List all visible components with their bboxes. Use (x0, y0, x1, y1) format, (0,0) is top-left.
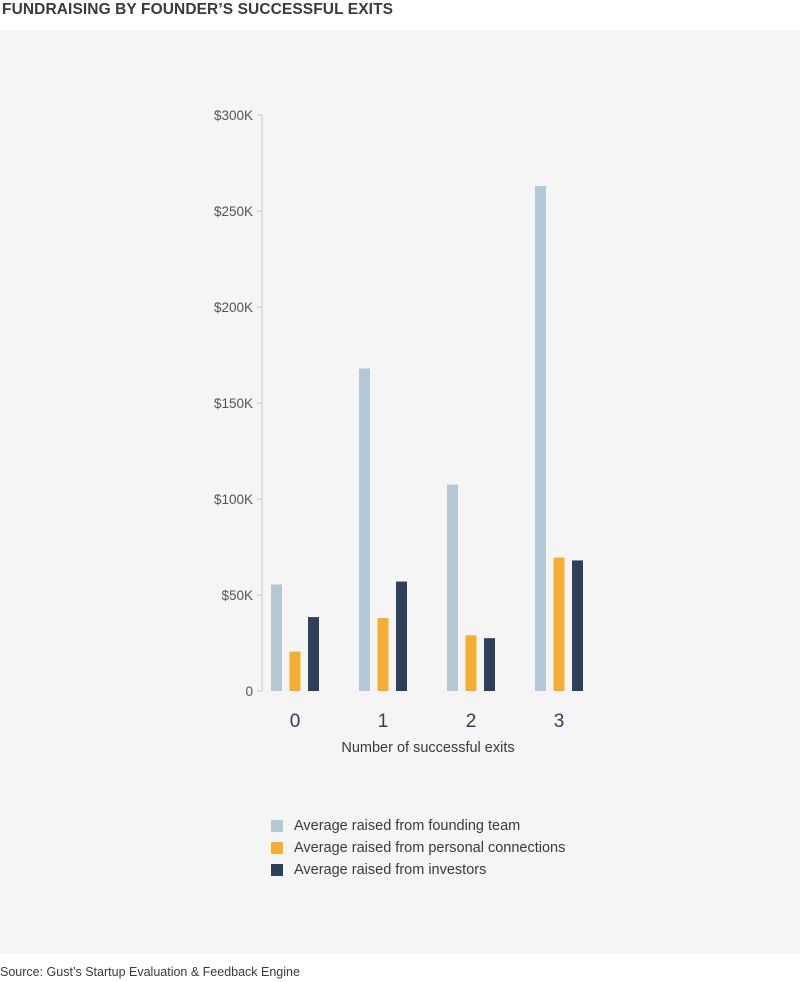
x-axis-title: Number of successful exits (341, 740, 514, 756)
bar-average-raised-from-personal-connections-exits-2 (465, 635, 477, 691)
y-tick-label: $200K (214, 300, 253, 315)
x-tick-label: 2 (466, 711, 477, 732)
legend-item: Average raised from investors (271, 859, 565, 881)
bar-average-raised-from-founding-team-exits-3 (535, 186, 546, 692)
y-tick-label: $150K (214, 396, 253, 411)
chart-panel: 0 $50K $100K $150K $200K $250K $300K 0 1 2 3 Numb… (0, 30, 800, 954)
bar-average-raised-from-personal-connections-exits-0 (289, 651, 301, 691)
bar-average-raised-from-investors-exits-2 (484, 638, 495, 691)
x-tick-label: 0 (290, 711, 301, 732)
bar-average-raised-from-founding-team-exits-1 (359, 368, 370, 691)
x-tick-label: 1 (378, 711, 389, 732)
bar-average-raised-from-investors-exits-1 (396, 581, 407, 691)
legend-item: Average raised from founding team (271, 815, 565, 837)
legend-swatch (271, 820, 283, 832)
legend-label: Average raised from founding team (294, 818, 521, 834)
bar-average-raised-from-investors-exits-3 (572, 560, 583, 691)
y-tick-label: 0 (245, 684, 253, 699)
legend-label: Average raised from personal connections (294, 840, 566, 856)
source-note: Source: Gust’s Startup Evaluation & Feed… (0, 965, 300, 979)
y-tick-label: $250K (214, 204, 253, 219)
page-title: FUNDRAISING BY FOUNDER’S SUCCESSFUL EXIT… (2, 1, 394, 18)
bar-chart: 0 $50K $100K $150K $200K $250K $300K 0 1 2 3 Numb… (214, 108, 583, 756)
y-tick-label: $100K (214, 492, 253, 507)
x-tick-label: 3 (554, 711, 565, 732)
y-tick-label: $50K (221, 588, 253, 603)
y-axis-ticks: 0 $50K $100K $150K $200K $250K $300K (214, 108, 262, 699)
legend: Average raised from founding team Average… (271, 815, 565, 881)
legend-swatch (271, 864, 283, 876)
bar-average-raised-from-founding-team-exits-2 (447, 484, 458, 691)
bars (271, 186, 583, 692)
y-tick-label: $300K (214, 108, 253, 123)
bar-average-raised-from-personal-connections-exits-1 (377, 618, 389, 691)
bar-average-raised-from-personal-connections-exits-3 (553, 557, 565, 691)
x-axis-ticks: 0 1 2 3 (290, 711, 565, 732)
bar-average-raised-from-founding-team-exits-0 (271, 584, 282, 691)
legend-item: Average raised from personal connections (271, 837, 565, 859)
legend-label: Average raised from investors (294, 862, 487, 878)
bar-average-raised-from-investors-exits-0 (308, 617, 319, 691)
legend-swatch (271, 842, 283, 854)
